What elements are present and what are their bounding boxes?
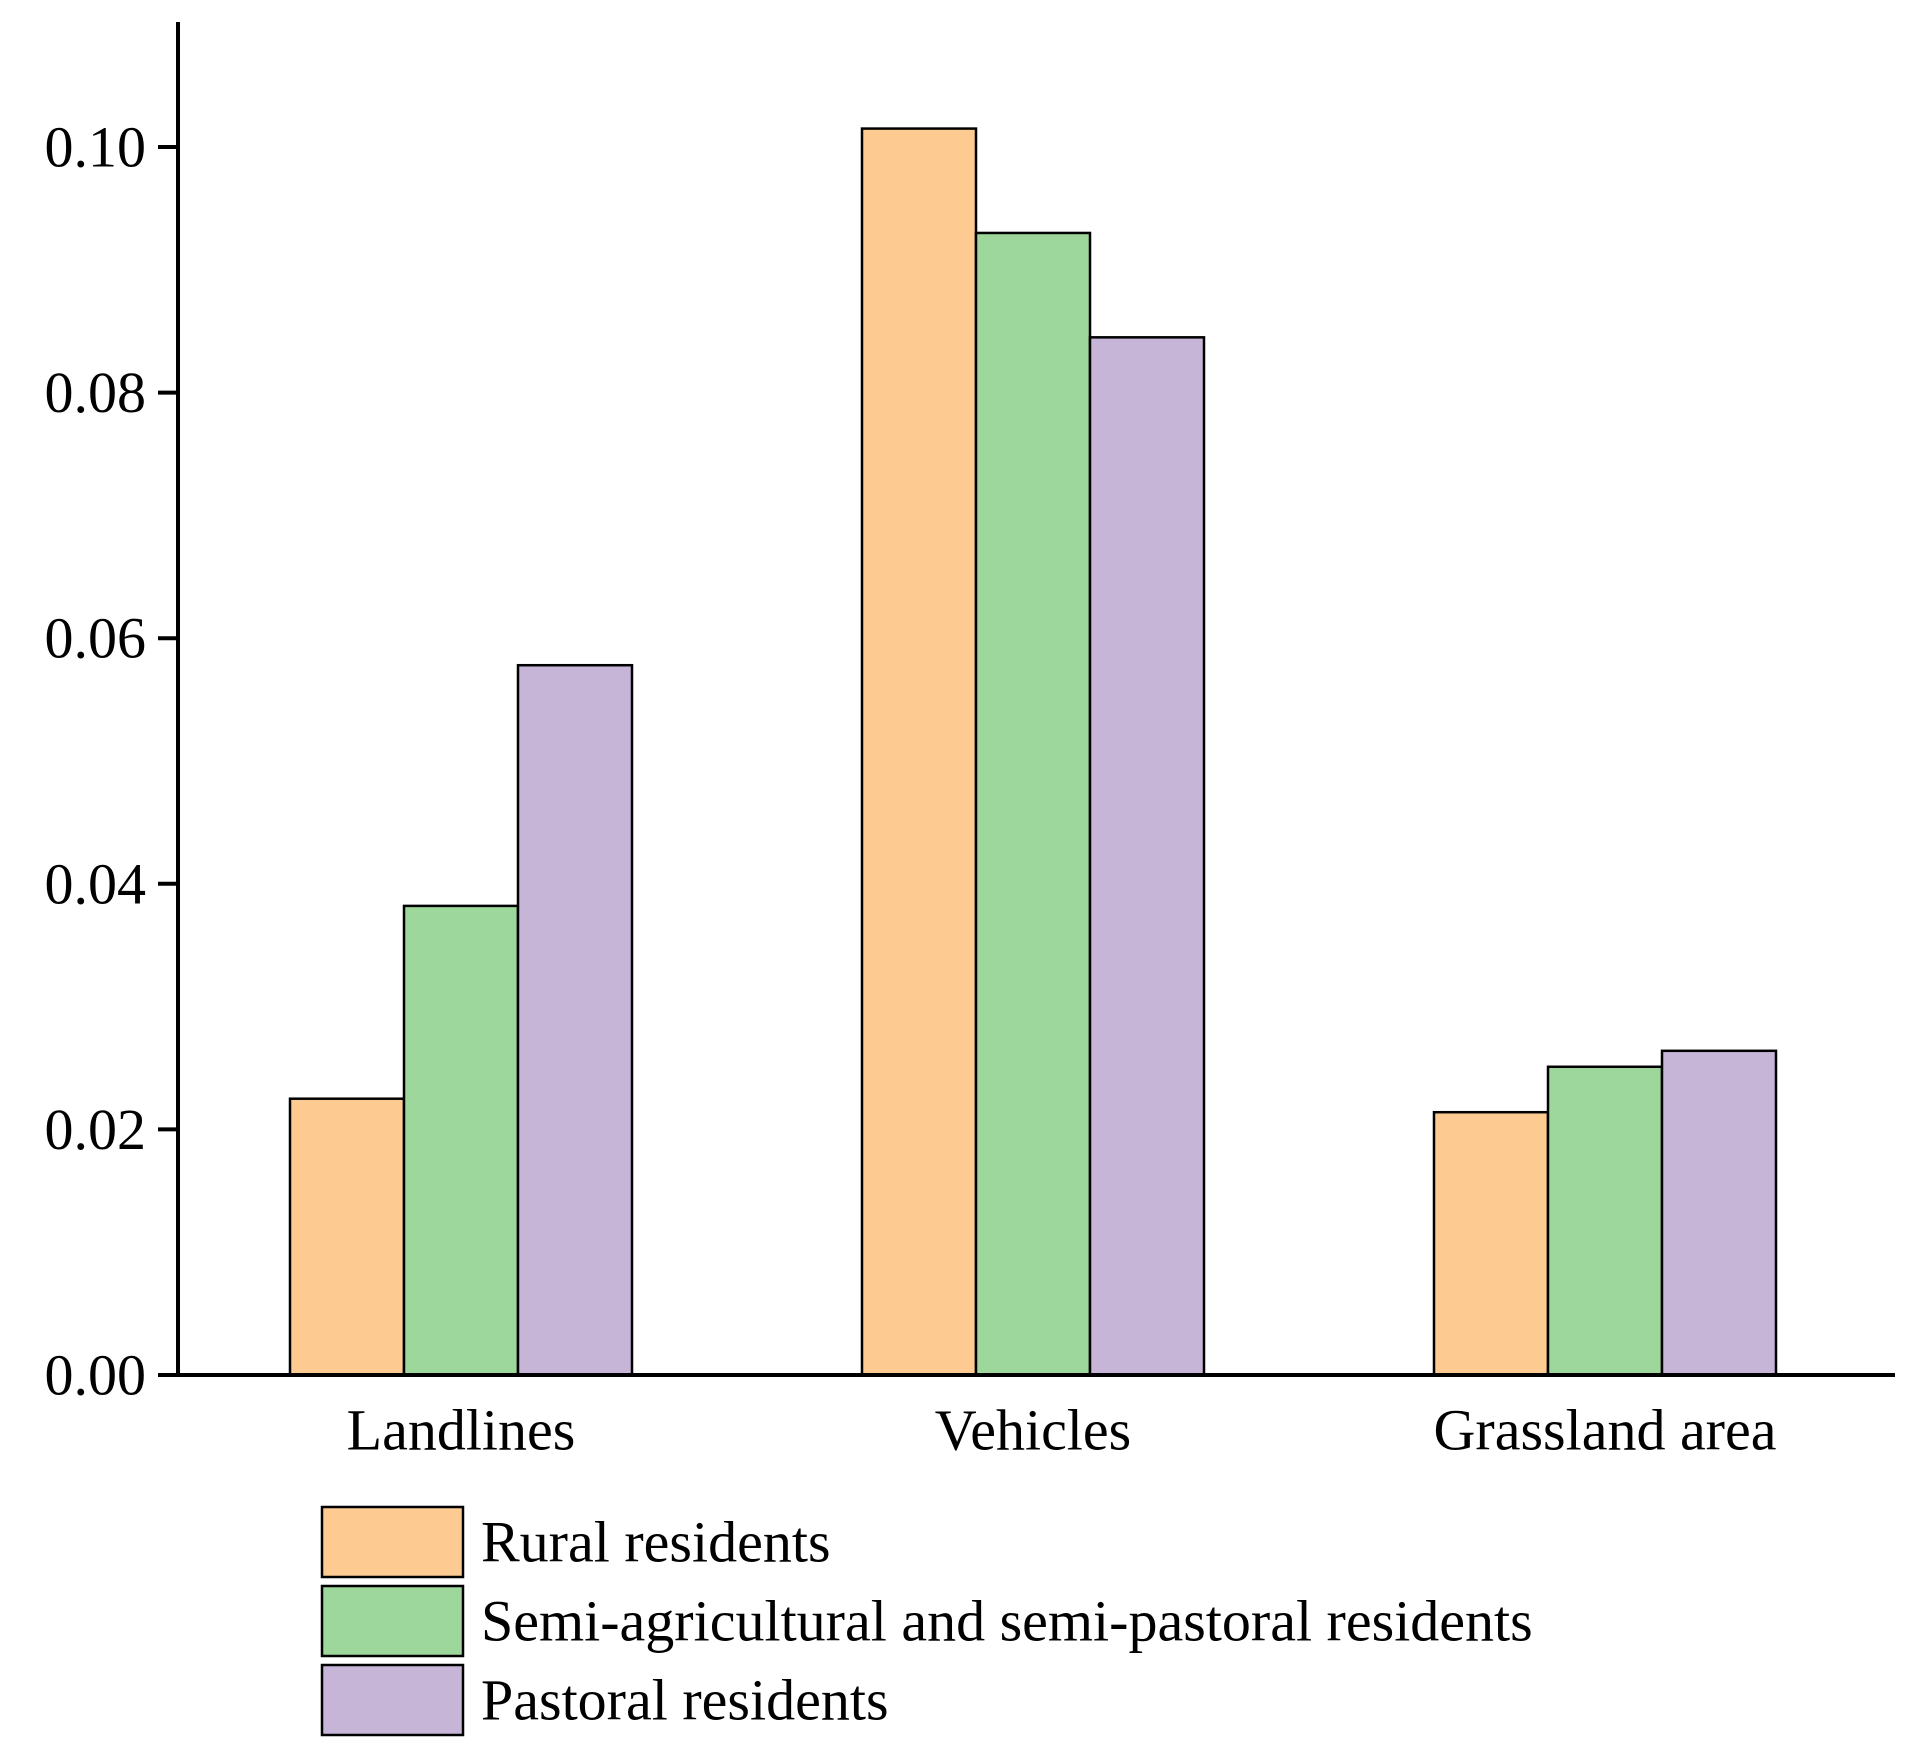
x-axis-category-labels: Landlines Vehicles Grassland area [347,1398,1777,1463]
bar [516,663,634,1377]
y-tick-label: 0.02 [45,1097,147,1162]
bar [1660,1049,1778,1377]
x-category-label: Landlines [347,1398,576,1463]
bars-group [288,127,1778,1377]
bar [1546,1065,1664,1377]
legend-label: Pastoral residents [481,1668,889,1733]
y-tick-label: 0.10 [45,115,147,180]
x-category-label: Grassland area [1434,1398,1777,1463]
bar [974,231,1092,1377]
bar [1432,1110,1550,1377]
legend-swatch [320,1584,465,1658]
bar [288,1097,406,1377]
legend-swatch [320,1663,465,1737]
legend: Rural residents Semi-agricultural and sem… [320,1505,1533,1737]
y-axis-ticks: 0.00 0.02 0.04 0.06 0.08 0.10 [45,115,178,1408]
bar [1088,336,1206,1377]
legend-label: Rural residents [481,1510,831,1575]
bar [860,127,978,1377]
y-tick-label: 0.08 [45,360,147,425]
legend-swatch [320,1505,465,1579]
legend-label: Semi-agricultural and semi-pastoral resi… [481,1589,1533,1654]
y-tick-label: 0.06 [45,606,147,671]
y-tick-label: 0.04 [45,851,147,916]
bar [402,904,520,1377]
x-category-label: Vehicles [935,1398,1132,1463]
y-tick-label: 0.00 [45,1343,147,1408]
